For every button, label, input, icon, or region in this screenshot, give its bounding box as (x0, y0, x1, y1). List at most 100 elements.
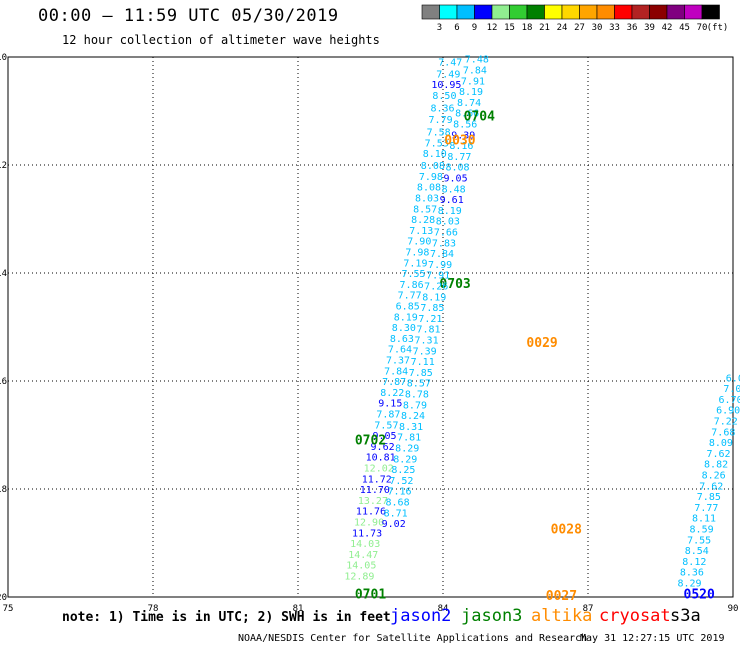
colorbar-label: 6 (454, 23, 459, 33)
data-point-label: 11.76 (356, 507, 386, 518)
colorbar-label: 70 (697, 23, 708, 33)
data-point-label: 7.39 (413, 346, 437, 357)
data-point-label: 8.19 (459, 87, 483, 98)
data-point-label: 7.84 (430, 249, 454, 260)
data-point-label: 6.00 (726, 373, 740, 384)
data-point-label: 8.29 (393, 454, 417, 465)
pass-number-label: 0029 (526, 336, 557, 351)
data-point-label: 6.90 (716, 406, 740, 417)
data-point-label: 8.50 (432, 91, 456, 102)
x-tick-label: 75 (3, 604, 14, 614)
y-tick-label: -16 (0, 377, 7, 387)
data-point-label: 7.85 (697, 492, 721, 503)
pass-number-label: 0702 (355, 433, 386, 448)
data-point-label: 12.89 (344, 571, 374, 582)
data-point-label: 7.99 (428, 260, 452, 271)
data-point-label: 11.70 (360, 485, 390, 496)
data-point-label: 8.19 (394, 312, 418, 323)
data-point-label: 8.48 (442, 184, 466, 195)
data-point-label: 7.31 (415, 336, 439, 347)
colorbar-swatch (649, 4, 668, 20)
data-point-label: 6.70 (719, 395, 740, 406)
colorbar-swatch (666, 4, 685, 20)
data-point-label: 8.09 (709, 438, 733, 449)
colorbar-label: 18 (522, 23, 533, 33)
data-point-label: 7.11 (411, 357, 435, 368)
y-tick-label: -18 (0, 485, 7, 495)
colorbar-swatch (491, 4, 510, 20)
colorbar-label: 3 (437, 23, 442, 33)
data-point-label: 7.47 (438, 57, 462, 68)
colorbar-label: 21 (539, 23, 550, 33)
x-tick-label: 78 (148, 604, 159, 614)
data-point-label: 14.47 (348, 550, 378, 561)
y-tick-label: -14 (0, 269, 7, 279)
y-tick-label: -20 (0, 593, 7, 603)
data-point-label: 7.66 (434, 228, 458, 239)
data-point-label: 11.72 (362, 474, 392, 485)
data-point-label: 7.83 (432, 238, 456, 249)
data-point-label: 7.62 (699, 481, 723, 492)
data-point-label: 7.21 (418, 314, 442, 325)
data-point-label: 7.64 (388, 345, 412, 356)
colorbar-swatch (474, 4, 493, 20)
data-point-label: 9.05 (444, 174, 468, 185)
data-point-label: 7.98 (419, 172, 443, 183)
data-point-label: 7.57 (374, 420, 398, 431)
data-point-label: 7.77 (398, 291, 422, 302)
data-point-label: 7.26 (424, 282, 448, 293)
data-point-label: 7.55 (401, 269, 425, 280)
data-point-label: 8.28 (411, 215, 435, 226)
legend-jason3: jason3 (461, 606, 523, 626)
data-point-label: 8.54 (685, 546, 709, 557)
data-point-label: 7.98 (405, 247, 429, 258)
data-point-label: 7.16 (387, 487, 411, 498)
colorbar-swatch (544, 4, 563, 20)
data-point-label: 8.29 (395, 444, 419, 455)
data-point-label: 8.19 (422, 292, 446, 303)
chart-title: 00:00 – 11:59 UTC 05/30/2019 (38, 6, 339, 26)
note-text: note: 1) Time is in UTC; 2) SWH is in fe… (62, 610, 391, 625)
data-point-label: 8.82 (704, 460, 728, 471)
data-point-label: 9.39 (451, 130, 475, 141)
data-point-label: 9.15 (378, 399, 402, 410)
data-point-label: 7.53 (425, 138, 449, 149)
data-point-label: 8.56 (453, 120, 477, 131)
data-point-label: 7.87 (382, 377, 406, 388)
pass-number-label: 0028 (551, 523, 582, 538)
data-point-label: 9.02 (382, 519, 406, 530)
data-point-label: 7.84 (384, 366, 408, 377)
data-point-label: 7.84 (463, 66, 487, 77)
data-point-label: 7.19 (403, 258, 427, 269)
colorbar-swatch (526, 4, 545, 20)
pass-number-label: 0703 (439, 277, 470, 292)
pass-number-label: 0704 (464, 109, 495, 124)
data-point-label: 7.55 (687, 535, 711, 546)
data-point-label: 7.58 (427, 128, 451, 139)
data-point-label: 7.68 (711, 427, 735, 438)
colorbar-label: 42 (662, 23, 673, 33)
data-point-label: 12.90 (354, 517, 384, 528)
data-point-label: 13.27 (358, 496, 388, 507)
data-point-label: 8.63 (390, 334, 414, 345)
data-point-label: 7.81 (397, 433, 421, 444)
colorbar-swatch (631, 4, 650, 20)
credit-text: NOAA/NESDIS Center for Satellite Applica… (238, 633, 588, 644)
data-point-label: 7.85 (409, 368, 433, 379)
data-point-label: 8.12 (682, 557, 706, 568)
legend-cryosat: cryosat (599, 606, 671, 626)
colorbar-swatch (561, 4, 580, 20)
data-point-label: 7.49 (436, 69, 460, 80)
data-point-label: 7.90 (407, 237, 431, 248)
data-point-label: 10.81 (366, 453, 396, 464)
data-point-label: 7.81 (416, 325, 440, 336)
data-point-label: 7.86 (400, 280, 424, 291)
data-point-label: 7.77 (694, 503, 718, 514)
data-point-label: 8.57 (407, 379, 431, 390)
data-point-label: 14.05 (346, 561, 376, 572)
data-point-label: 7.48 (465, 55, 489, 66)
colorbar-label: 15 (504, 23, 515, 33)
data-point-label: 10.95 (431, 80, 461, 91)
colorbar-label: 30 (592, 23, 603, 33)
